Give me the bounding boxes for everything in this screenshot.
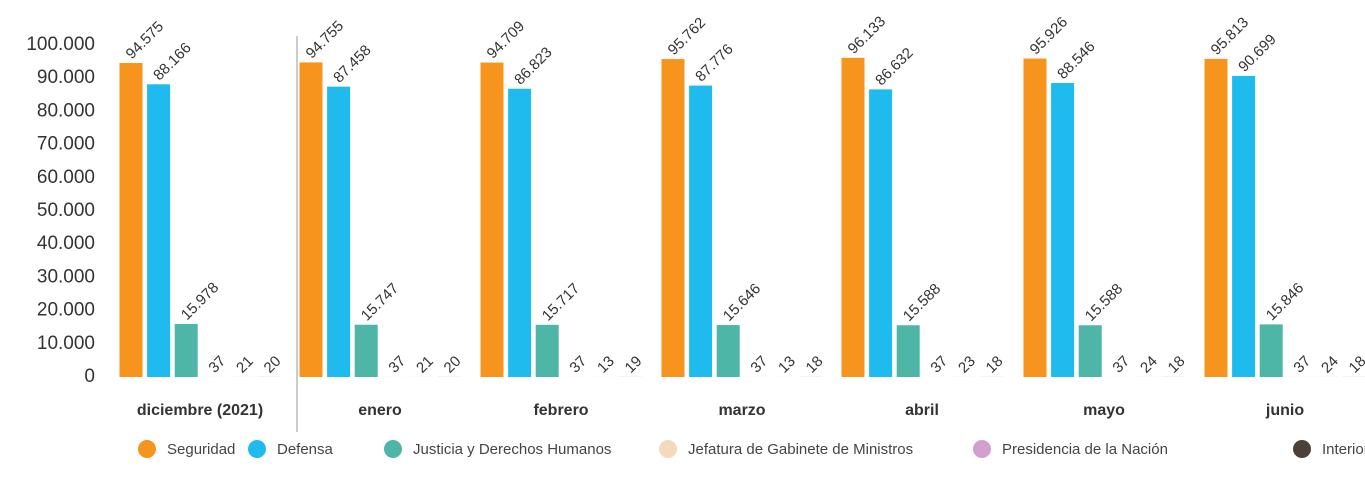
y-tick-label: 100.000 bbox=[26, 34, 95, 55]
value-label: 90.699 bbox=[1235, 31, 1279, 75]
bar bbox=[1204, 58, 1228, 377]
value-label: 37 bbox=[927, 353, 951, 377]
legend-label: Presidencia de la Nación bbox=[1002, 441, 1168, 458]
bar bbox=[508, 88, 532, 377]
bar bbox=[327, 86, 351, 378]
y-tick-label: 60.000 bbox=[37, 167, 95, 188]
value-label: 19 bbox=[622, 353, 646, 377]
y-tick-label: 70.000 bbox=[37, 134, 95, 155]
legend-swatch bbox=[1293, 440, 1311, 458]
y-tick-label: 90.000 bbox=[37, 67, 95, 88]
legend-label: Seguridad bbox=[167, 441, 235, 458]
legend-swatch bbox=[248, 440, 266, 458]
legend-swatch bbox=[138, 440, 156, 458]
bar bbox=[896, 325, 920, 377]
value-label: 15.747 bbox=[358, 280, 402, 324]
value-label: 13 bbox=[775, 353, 799, 377]
y-tick-label: 40.000 bbox=[37, 233, 95, 254]
value-label: 95.813 bbox=[1208, 14, 1252, 58]
value-label: 88.546 bbox=[1054, 38, 1098, 82]
value-label: 86.823 bbox=[511, 44, 555, 88]
bar bbox=[1259, 324, 1283, 377]
x-tick-label: abril bbox=[905, 402, 939, 419]
value-label: 15.588 bbox=[1082, 280, 1126, 324]
value-label: 37 bbox=[747, 353, 771, 377]
x-tick-label: diciembre (2021) bbox=[137, 402, 263, 419]
value-label: 18 bbox=[1346, 353, 1365, 377]
y-tick-label: 80.000 bbox=[37, 100, 95, 121]
x-tick-label: febrero bbox=[533, 402, 588, 419]
value-label: 21 bbox=[233, 353, 257, 377]
legend-swatch bbox=[973, 440, 991, 458]
value-label: 15.717 bbox=[539, 280, 583, 324]
y-tick-label: 0 bbox=[84, 366, 95, 387]
value-label: 37 bbox=[1290, 353, 1314, 377]
bar bbox=[716, 325, 740, 377]
bar bbox=[1078, 325, 1102, 377]
y-tick-label: 10.000 bbox=[37, 333, 95, 354]
value-label: 23 bbox=[955, 353, 979, 377]
value-label: 94.575 bbox=[123, 18, 167, 62]
bar bbox=[147, 84, 171, 377]
value-label: 87.458 bbox=[330, 42, 374, 86]
value-label: 15.646 bbox=[720, 280, 764, 324]
value-label: 95.762 bbox=[665, 14, 709, 58]
legend-label: Interior bbox=[1322, 441, 1365, 458]
bar bbox=[1051, 83, 1075, 377]
value-label: 20 bbox=[441, 353, 465, 377]
value-label: 94.709 bbox=[484, 18, 528, 62]
value-label: 24 bbox=[1137, 353, 1161, 377]
bar bbox=[480, 62, 504, 377]
value-label: 15.978 bbox=[178, 279, 222, 323]
bar bbox=[661, 59, 685, 377]
value-label: 13 bbox=[594, 353, 618, 377]
bar bbox=[299, 62, 323, 378]
bar bbox=[119, 63, 143, 378]
legend-swatch bbox=[659, 440, 677, 458]
legend-label: Justicia y Derechos Humanos bbox=[413, 441, 611, 458]
value-label: 94.755 bbox=[303, 18, 347, 62]
value-label: 37 bbox=[566, 353, 590, 377]
value-label: 24 bbox=[1318, 353, 1342, 377]
value-label: 95.926 bbox=[1027, 14, 1071, 58]
y-tick-label: 20.000 bbox=[37, 300, 95, 321]
x-tick-label: junio bbox=[1265, 402, 1304, 419]
bar bbox=[354, 324, 378, 377]
y-tick-label: 50.000 bbox=[37, 200, 95, 221]
value-label: 88.166 bbox=[150, 39, 194, 83]
value-label: 18 bbox=[1165, 353, 1189, 377]
value-label: 37 bbox=[385, 353, 409, 377]
legend-label: Jefatura de Gabinete de Ministros bbox=[688, 441, 913, 458]
legend-swatch bbox=[384, 440, 402, 458]
x-tick-label: marzo bbox=[718, 402, 765, 419]
bar bbox=[535, 324, 559, 377]
value-label: 15.588 bbox=[900, 280, 944, 324]
value-label: 37 bbox=[205, 353, 229, 377]
x-tick-label: enero bbox=[358, 402, 402, 419]
bar bbox=[1023, 58, 1047, 377]
bar bbox=[689, 85, 713, 377]
value-label: 37 bbox=[1109, 353, 1133, 377]
y-tick-label: 30.000 bbox=[37, 266, 95, 287]
value-label: 18 bbox=[983, 353, 1007, 377]
value-label: 87.776 bbox=[692, 41, 736, 85]
bar bbox=[174, 323, 198, 377]
bar bbox=[1232, 75, 1256, 377]
value-label: 15.846 bbox=[1263, 280, 1307, 324]
bar bbox=[869, 89, 893, 377]
value-label: 21 bbox=[413, 353, 437, 377]
bar bbox=[841, 57, 865, 377]
legend-label: Defensa bbox=[277, 441, 334, 458]
value-label: 96.133 bbox=[845, 13, 889, 57]
value-label: 86.632 bbox=[872, 45, 916, 89]
x-tick-label: mayo bbox=[1083, 402, 1125, 419]
value-label: 18 bbox=[803, 353, 827, 377]
value-label: 20 bbox=[261, 353, 285, 377]
